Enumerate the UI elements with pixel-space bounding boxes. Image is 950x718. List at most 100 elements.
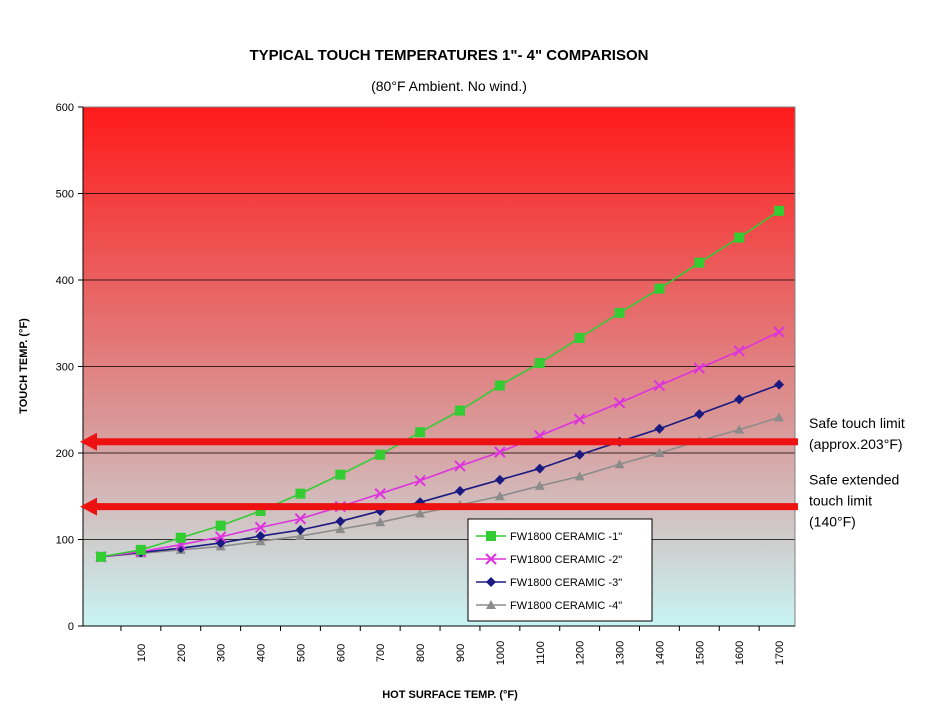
legend-label: FW1800 CERAMIC -3" — [510, 577, 622, 589]
data-point — [486, 531, 496, 541]
series-line — [100, 383, 780, 558]
data-point — [254, 521, 267, 534]
data-point — [486, 577, 496, 587]
limit-label: touch limit — [809, 493, 872, 509]
data-point — [574, 471, 585, 481]
x-tick-label: 1600 — [734, 641, 746, 665]
legend-entry: FW1800 CERAMIC -3" — [476, 577, 622, 589]
y-tick-label: 600 — [56, 102, 74, 114]
data-point-stroke — [294, 513, 307, 525]
data-point-stroke — [573, 413, 586, 425]
data-point — [335, 516, 346, 527]
x-tick-label: 100 — [136, 644, 148, 662]
x-tick-label: 600 — [335, 644, 347, 662]
data-point — [486, 600, 496, 609]
x-tick-label: 1700 — [774, 641, 786, 665]
data-point — [774, 379, 785, 390]
x-tick-label: 700 — [375, 644, 387, 662]
x-tick-label: 1200 — [575, 641, 587, 665]
legend-entry: FW1800 CERAMIC -1" — [476, 531, 622, 543]
data-point — [494, 491, 505, 501]
series-group — [96, 205, 785, 562]
data-point — [454, 460, 466, 472]
legend-label: FW1800 CERAMIC -4" — [510, 600, 622, 612]
data-point — [653, 379, 666, 392]
data-point — [295, 524, 306, 535]
data-point — [574, 449, 585, 460]
data-point — [613, 397, 626, 409]
y-tick-label: 100 — [56, 535, 74, 547]
limit-label: Safe touch limit — [809, 415, 905, 431]
data-point — [734, 424, 745, 434]
y-tick-label: 200 — [56, 448, 74, 460]
data-point — [694, 257, 705, 268]
data-point — [255, 505, 266, 516]
data-point — [215, 520, 226, 531]
data-point — [774, 412, 785, 422]
series-line — [100, 210, 780, 558]
data-point — [255, 531, 266, 542]
limit-arrowhead — [80, 497, 97, 516]
data-point — [294, 513, 307, 525]
limit-arrowhead — [80, 432, 97, 451]
data-point-stroke — [494, 446, 506, 458]
data-point-stroke — [613, 397, 626, 409]
x-tick-label: 400 — [256, 644, 268, 662]
limit-label: (140°F) — [809, 514, 856, 530]
data-point — [694, 409, 705, 420]
legend-entry: FW1800 CERAMIC -2" — [476, 553, 622, 566]
data-point — [534, 480, 545, 490]
data-point-stroke — [374, 487, 386, 500]
data-point — [494, 380, 505, 391]
data-point — [375, 517, 386, 527]
limit-label: (approx.203°F) — [809, 436, 903, 452]
data-point — [295, 531, 306, 541]
x-tick-label: 1400 — [654, 641, 666, 665]
x-tick-label: 500 — [295, 644, 307, 662]
legend-label: FW1800 CERAMIC -2" — [510, 554, 622, 566]
data-point-stroke — [693, 362, 706, 374]
data-point — [454, 405, 465, 416]
data-point — [733, 345, 745, 357]
data-point-stroke — [214, 531, 227, 543]
data-point — [774, 205, 785, 216]
data-point — [534, 358, 545, 369]
legend-label: FW1800 CERAMIC -1" — [510, 531, 622, 543]
data-point — [573, 413, 586, 425]
data-point — [494, 474, 505, 485]
x-tick-label: 300 — [216, 644, 228, 662]
data-point — [614, 307, 625, 318]
data-point — [654, 423, 665, 434]
data-point-stroke — [254, 521, 267, 534]
x-tick-label: 800 — [415, 644, 427, 662]
data-point — [375, 449, 386, 460]
data-point — [534, 463, 545, 474]
x-tick-label: 1300 — [615, 641, 627, 665]
y-tick-label: 0 — [68, 621, 74, 633]
y-tick-label: 500 — [56, 189, 74, 201]
data-point — [485, 553, 497, 565]
y-tick-label: 300 — [56, 362, 74, 374]
chart-subtitle: (80°F Ambient. No wind.) — [371, 78, 527, 94]
data-point — [374, 487, 386, 500]
data-point — [574, 332, 585, 343]
data-point-stroke — [414, 474, 426, 487]
data-point — [96, 551, 106, 562]
data-point — [494, 446, 506, 458]
data-point — [135, 544, 146, 555]
series-line — [100, 331, 780, 558]
data-point — [415, 427, 426, 438]
x-tick-label: 1100 — [535, 641, 547, 665]
data-point-stroke — [733, 345, 745, 357]
data-point — [175, 532, 186, 543]
data-point — [614, 459, 625, 469]
data-point — [734, 232, 745, 243]
data-point — [295, 488, 306, 499]
data-point-stroke — [773, 326, 785, 338]
data-point — [335, 524, 346, 534]
limit-line — [95, 503, 798, 511]
data-point — [454, 486, 465, 497]
y-tick-label: 400 — [56, 275, 74, 287]
